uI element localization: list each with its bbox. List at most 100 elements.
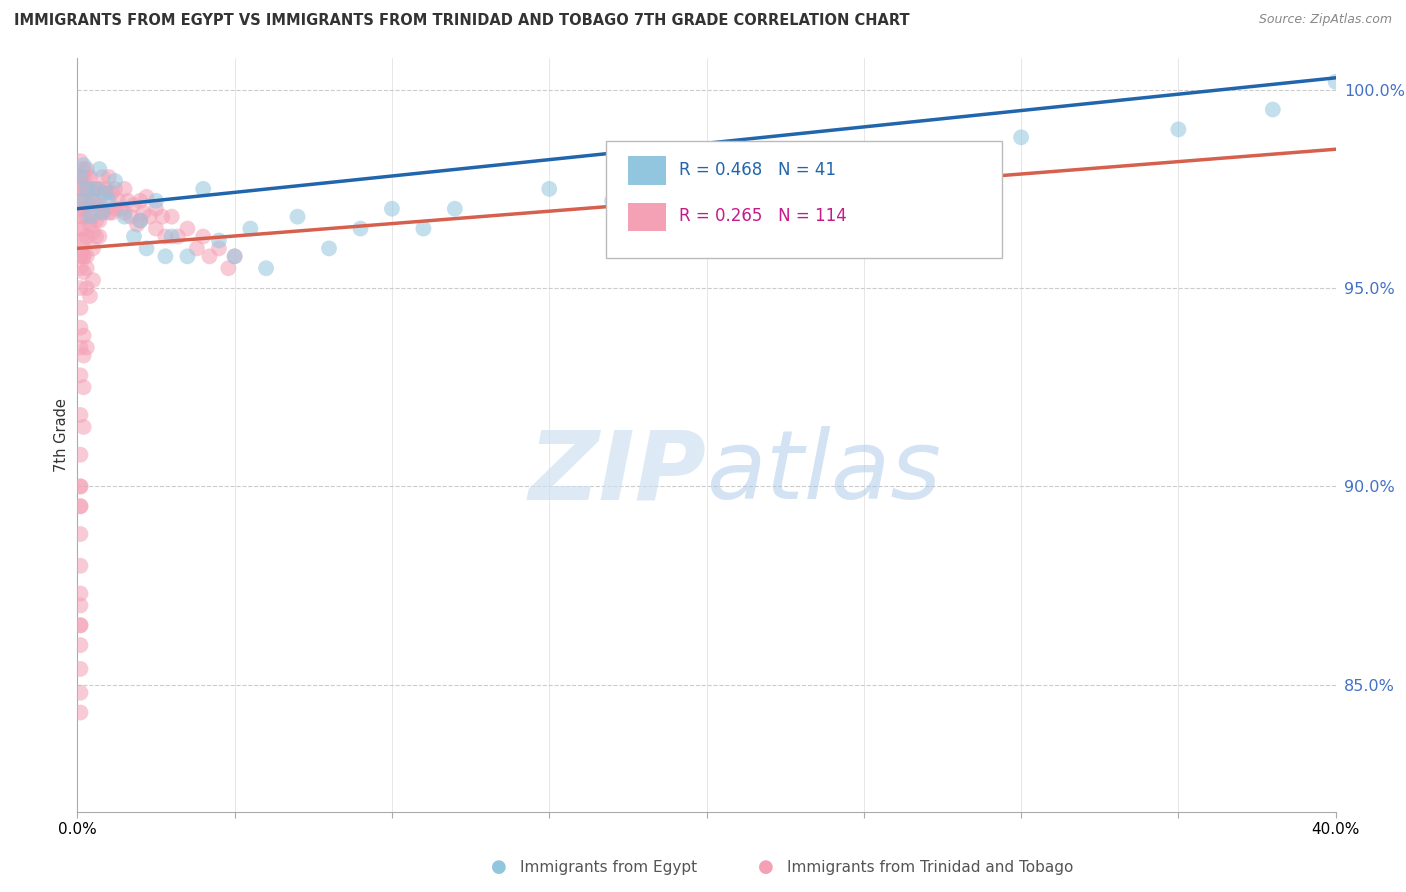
Point [72,158,94,172]
Point [114,210,136,224]
Point [69,662,91,676]
Point [72,328,94,343]
Point [91,169,114,184]
Point [69,408,91,422]
Point [82,182,104,196]
Point [69,500,91,514]
Point [186,241,208,255]
Text: Immigrants from Trinidad and Tobago: Immigrants from Trinidad and Tobago [787,860,1074,874]
Point [72,221,94,235]
Point [176,249,198,263]
Point [198,249,221,263]
Point [176,221,198,235]
Point [224,249,246,263]
Point [69,586,91,600]
Point [91,205,114,219]
Point [1167,122,1189,136]
Point [84,182,107,196]
Point [600,194,623,208]
Point [208,234,231,248]
Text: ●: ● [491,858,508,876]
Point [82,273,104,287]
Point [104,202,127,216]
Point [852,154,875,169]
Point [69,638,91,652]
Point [79,169,101,184]
Point [254,261,277,276]
Point [94,186,117,200]
Point [76,249,98,263]
Point [412,221,434,235]
Point [69,234,91,248]
Point [69,599,91,613]
Point [69,249,91,263]
Point [84,198,107,212]
Point [72,234,94,248]
Point [79,218,101,232]
Point [160,229,183,244]
Point [69,706,91,720]
Point [224,249,246,263]
Point [114,205,136,219]
Point [97,205,120,219]
Point [155,229,177,244]
Point [94,182,117,196]
Point [538,182,561,196]
Point [129,213,152,227]
Point [69,301,91,315]
Point [127,218,149,232]
Point [101,205,124,219]
FancyBboxPatch shape [628,156,666,185]
Point [129,194,152,208]
Point [69,221,91,235]
Point [69,210,91,224]
Point [84,182,107,196]
Point [72,249,94,263]
Text: IMMIGRANTS FROM EGYPT VS IMMIGRANTS FROM TRINIDAD AND TOBAGO 7TH GRADE CORRELATI: IMMIGRANTS FROM EGYPT VS IMMIGRANTS FROM… [14,13,910,29]
Text: R = 0.265   N = 114: R = 0.265 N = 114 [679,207,846,226]
Point [117,194,139,208]
Point [145,194,167,208]
Text: atlas: atlas [707,426,942,519]
Point [89,182,111,196]
Point [76,162,98,177]
Point [114,182,136,196]
FancyBboxPatch shape [606,141,1002,258]
Text: ●: ● [758,858,775,876]
Point [72,265,94,279]
Point [110,202,132,216]
Point [76,210,98,224]
Point [101,186,124,200]
Point [91,186,114,200]
Point [82,241,104,255]
Point [79,182,101,196]
Point [696,169,718,184]
Point [69,182,91,196]
Point [76,182,98,196]
Point [150,210,173,224]
Point [82,194,104,208]
Point [72,380,94,394]
Point [191,182,215,196]
Point [948,142,970,156]
Point [69,618,91,632]
Point [167,229,190,244]
Point [69,261,91,276]
Point [76,341,98,355]
Point [122,198,145,212]
Point [208,241,231,255]
Y-axis label: 7th Grade: 7th Grade [53,398,69,472]
Point [69,194,91,208]
Point [76,182,98,196]
Point [69,202,91,216]
Point [69,320,91,334]
Point [72,182,94,196]
Point [69,368,91,383]
Point [104,182,127,196]
Point [69,500,91,514]
Point [69,169,91,184]
Point [758,162,780,177]
Point [94,202,117,216]
Point [349,221,371,235]
Point [120,210,142,224]
